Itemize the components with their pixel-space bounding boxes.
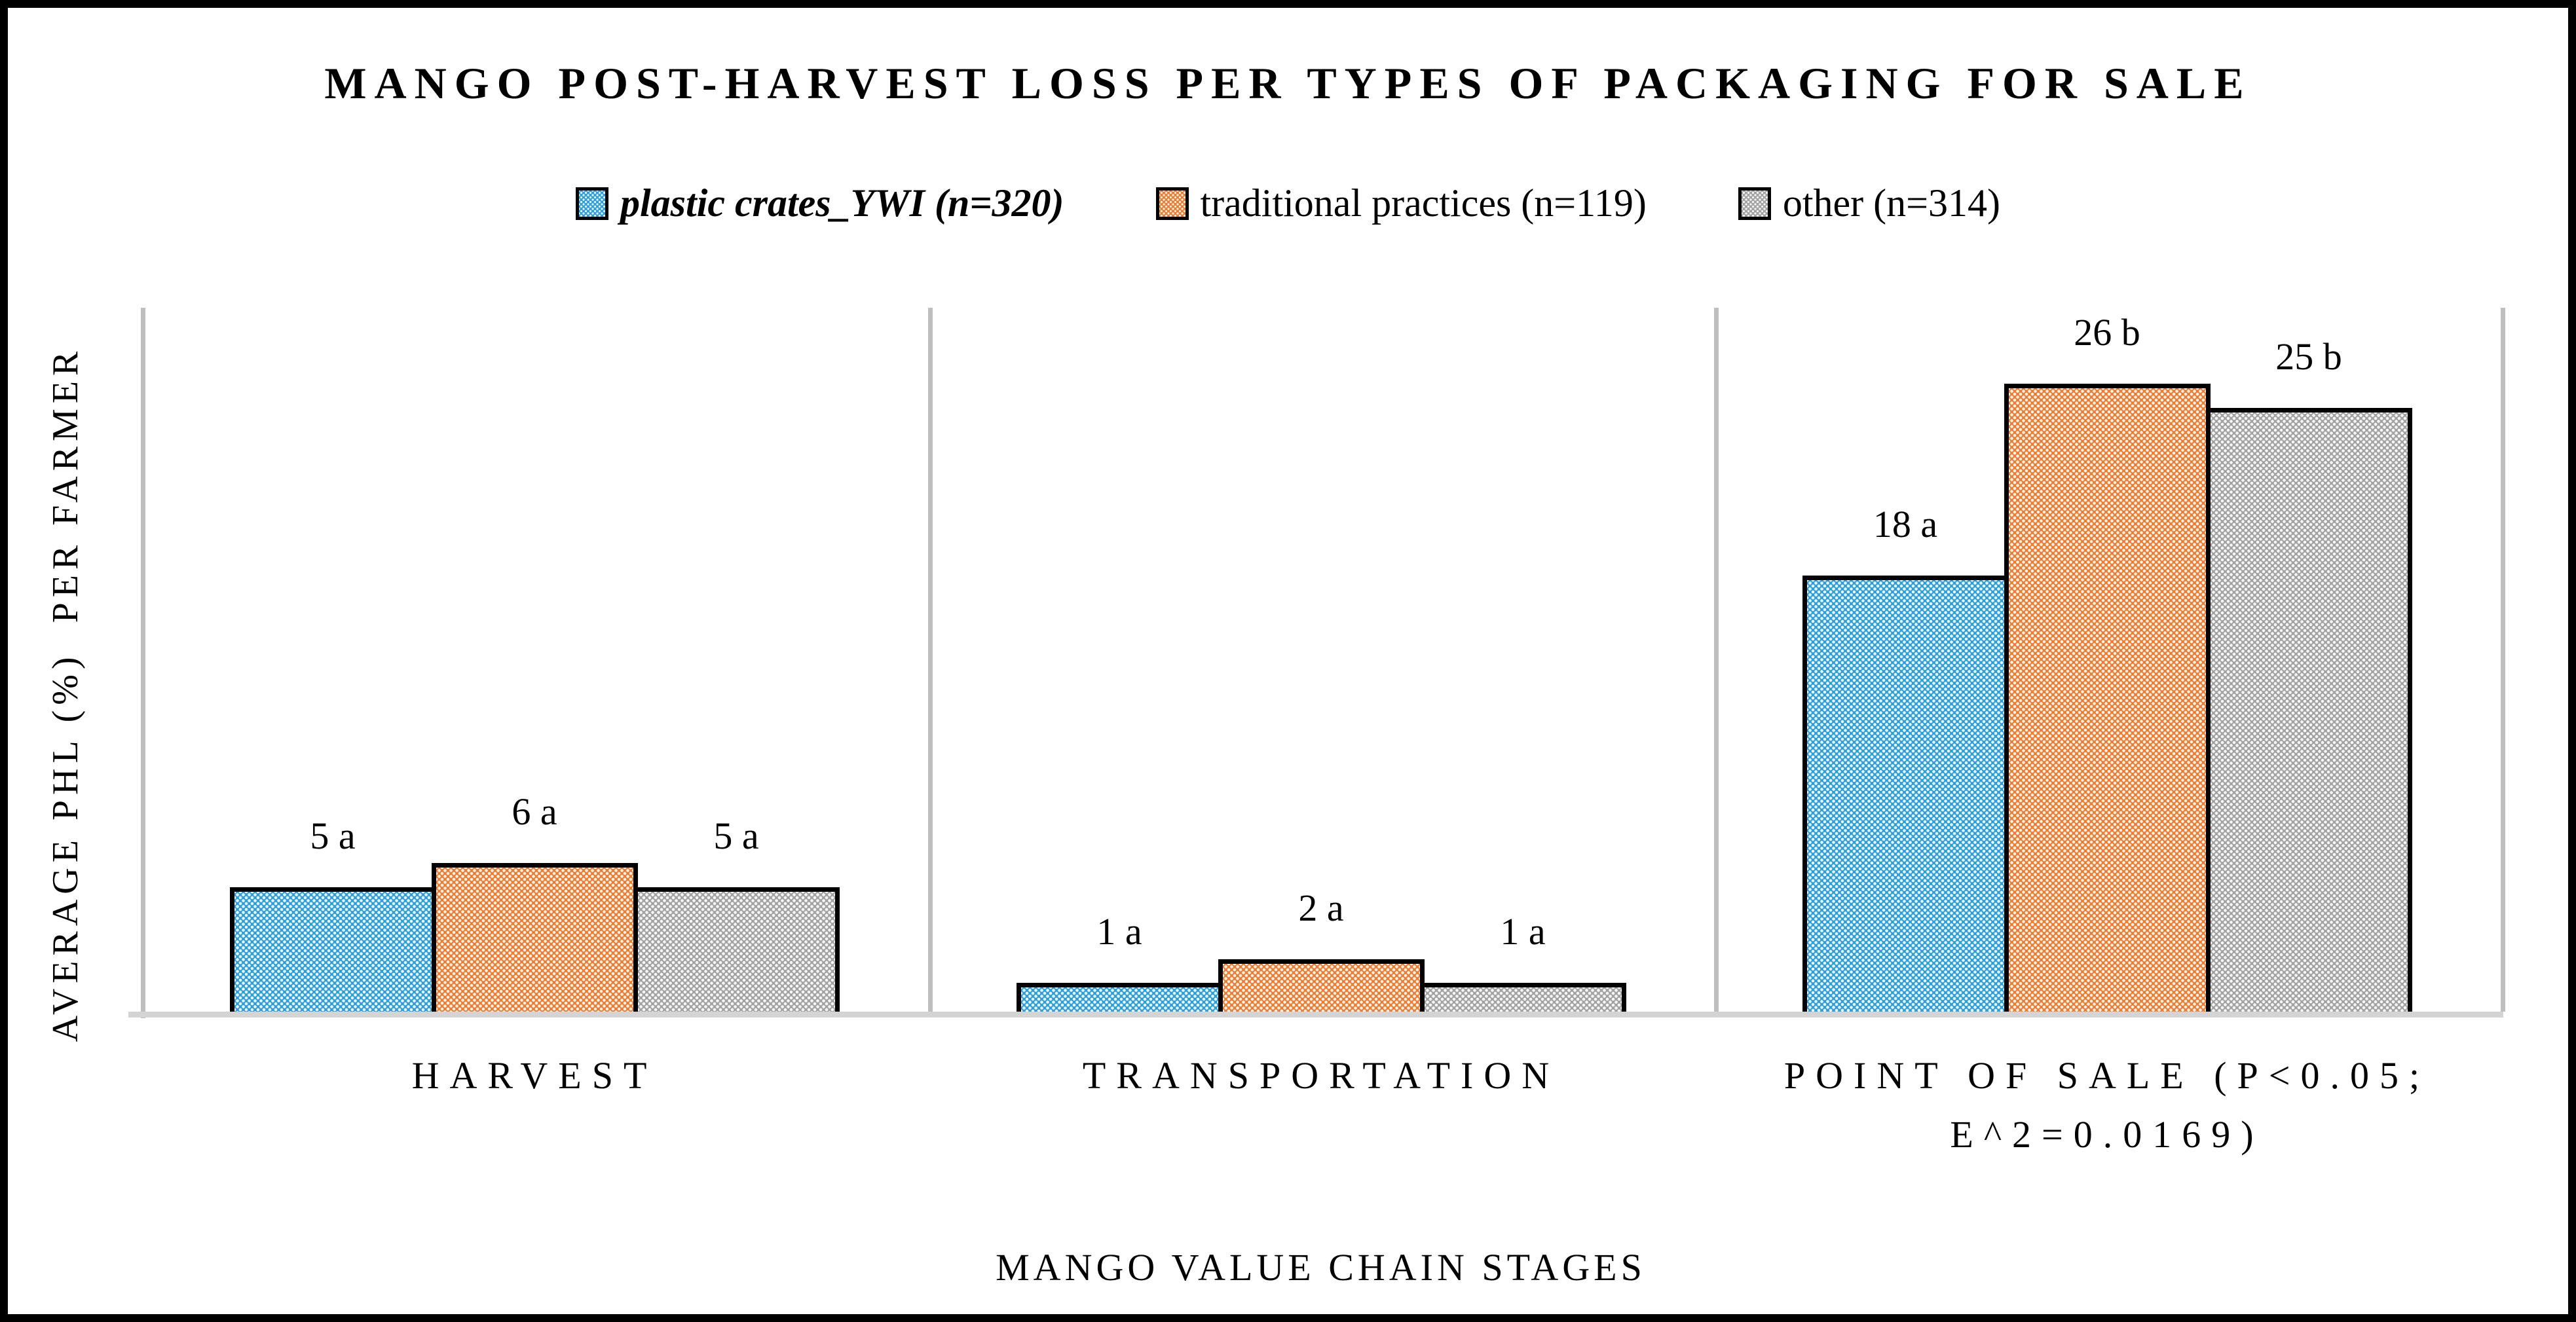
bar-other-transportation bbox=[1419, 983, 1626, 1012]
legend-item-traditional-practices: traditional practices (n=119) bbox=[1155, 181, 1647, 226]
category-separator-line bbox=[1714, 308, 1719, 1012]
legend-swatch-icon bbox=[1738, 187, 1771, 220]
legend-label: other (n=314) bbox=[1782, 181, 2000, 225]
y-axis-title: AVERAGE PHL (%) PER FARMER bbox=[45, 346, 86, 1042]
bar-plastic-crates-ywi-transportation bbox=[1016, 983, 1223, 1012]
bar-traditional-practices-transportation bbox=[1218, 959, 1425, 1012]
data-label-other-harvest: 5 a bbox=[713, 815, 759, 857]
data-label-plastic-crates-ywi-point-of-sale: 18 a bbox=[1873, 503, 1938, 545]
x-axis-title: MANGO VALUE CHAIN STAGES bbox=[996, 1246, 1646, 1289]
data-label-traditional-practices-point-of-sale: 26 b bbox=[2074, 311, 2140, 354]
data-label-plastic-crates-ywi-transportation: 1 a bbox=[1096, 910, 1142, 953]
legend-item-other: other (n=314) bbox=[1738, 181, 2000, 226]
bar-plastic-crates-ywi-point-of-sale bbox=[1802, 576, 2009, 1012]
x-axis-line bbox=[128, 1012, 2503, 1018]
bar-traditional-practices-point-of-sale bbox=[2004, 384, 2211, 1012]
bar-plastic-crates-ywi-harvest bbox=[229, 887, 436, 1012]
legend-swatch-icon bbox=[576, 187, 609, 220]
legend-item-plastic-crates-ywi: plastic crates_YWI (n=320) bbox=[576, 181, 1064, 226]
legend-label: traditional practices (n=119) bbox=[1200, 181, 1647, 225]
category-separator-line bbox=[928, 308, 933, 1012]
data-label-other-transportation: 1 a bbox=[1500, 910, 1546, 953]
legend: plastic crates_YWI (n=320) traditional pr… bbox=[0, 181, 2576, 226]
bar-traditional-practices-harvest bbox=[431, 863, 638, 1012]
data-label-traditional-practices-transportation: 2 a bbox=[1298, 887, 1344, 929]
data-label-traditional-practices-harvest: 6 a bbox=[512, 790, 557, 833]
data-label-plastic-crates-ywi-harvest: 5 a bbox=[310, 815, 356, 857]
data-label-other-point-of-sale: 25 b bbox=[2275, 335, 2342, 378]
bar-other-harvest bbox=[633, 887, 840, 1012]
legend-label: plastic crates_YWI (n=320) bbox=[620, 181, 1064, 225]
legend-swatch-icon bbox=[1155, 187, 1189, 220]
category-label-point-of-sale: POINT OF SALE (P<0.05; E^2=0.0169) bbox=[1783, 1054, 2431, 1156]
bar-other-point-of-sale bbox=[2205, 408, 2412, 1012]
y-axis-line bbox=[141, 308, 145, 1018]
category-label-harvest: HARVEST bbox=[411, 1054, 658, 1097]
category-label-transportation: TRANSPORTATION bbox=[1082, 1054, 1560, 1097]
plot-right-border bbox=[2501, 308, 2505, 1012]
chart-title: MANGO POST-HARVEST LOSS PER TYPES OF PAC… bbox=[324, 58, 2252, 108]
